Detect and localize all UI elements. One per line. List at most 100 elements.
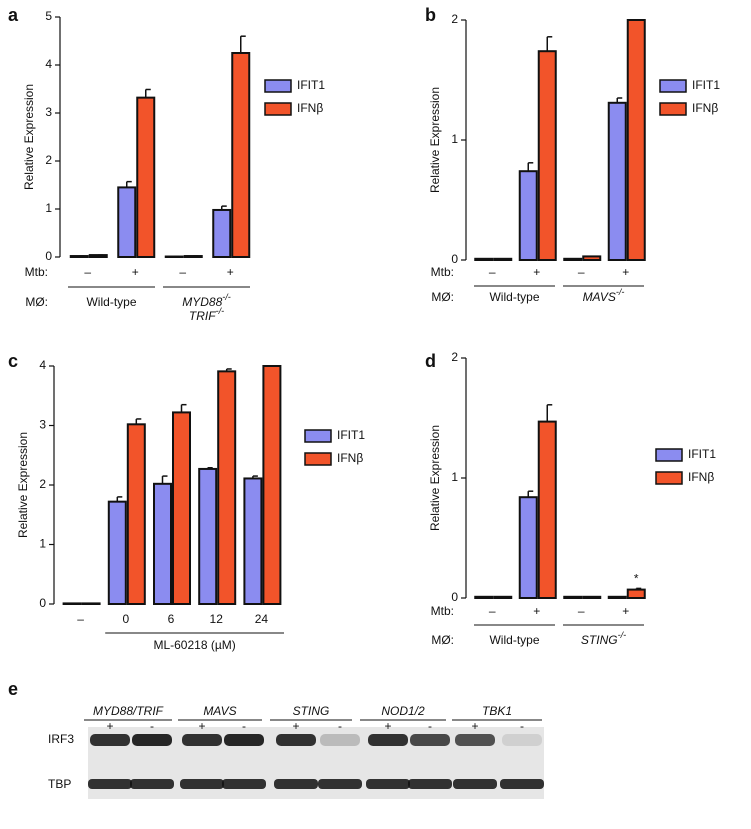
bar	[62, 602, 82, 606]
bar	[212, 208, 232, 259]
irf3-band	[502, 734, 542, 746]
y-tick-label: 0	[45, 249, 52, 263]
bar	[153, 482, 172, 605]
blot-lane-label: +	[471, 719, 478, 733]
bar	[183, 255, 203, 259]
legend-swatch	[304, 429, 332, 443]
irf3-band	[224, 734, 264, 746]
tbp-band	[274, 779, 318, 789]
bar	[607, 101, 627, 261]
y-axis-label: Relative Expression	[428, 87, 442, 193]
tbp-band	[222, 779, 266, 789]
tbp-band	[453, 779, 497, 789]
group-row-label: MØ:	[431, 290, 454, 304]
y-tick-label: 3	[45, 105, 52, 119]
y-tick-label: 2	[451, 12, 458, 26]
legend-swatch	[304, 452, 332, 466]
x-tick-label: –	[578, 604, 585, 618]
blot-lane-label: -	[150, 719, 154, 733]
x-tick-label: 0	[122, 612, 129, 626]
category-row-label: Mtb:	[25, 265, 48, 279]
x-tick-label: +	[622, 604, 629, 618]
tbp-band	[408, 779, 452, 789]
legend-swatch	[264, 79, 292, 93]
irf3-band	[276, 734, 316, 746]
group-row-label: MØ:	[431, 633, 454, 647]
tbp-band	[366, 779, 410, 789]
x-tick-label: +	[622, 265, 629, 279]
irf3-band	[132, 734, 172, 746]
tbp-band	[130, 779, 174, 789]
x-tick-label: –	[77, 612, 84, 626]
bar	[518, 170, 538, 261]
group-row-label: MØ:	[25, 295, 48, 309]
bar	[563, 257, 583, 261]
bar	[198, 467, 218, 605]
x-tick-label: –	[489, 604, 496, 618]
group-label-text: Wild-type	[489, 633, 539, 647]
y-tick-label: 0	[451, 252, 458, 266]
group-label: Wild-type	[86, 295, 136, 309]
bar	[582, 595, 602, 599]
irf3-band	[410, 734, 450, 746]
blot-row-label: TBP	[48, 777, 71, 791]
blot-group-label: TBK1	[482, 704, 512, 718]
x-tick-label: –	[489, 265, 496, 279]
bar	[626, 588, 646, 599]
x-tick-label: +	[533, 604, 540, 618]
x-tick-label: –	[578, 265, 585, 279]
blot-lane-label: -	[242, 719, 246, 733]
y-tick-label: 0	[39, 596, 46, 610]
blot-lane-label: +	[198, 719, 205, 733]
bar	[172, 411, 191, 605]
y-tick-label: 1	[39, 537, 46, 551]
panel-letter: e	[8, 679, 18, 699]
legend-swatch	[659, 79, 687, 93]
x-tick-label: 6	[168, 612, 175, 626]
bar	[69, 255, 89, 259]
bar	[493, 595, 513, 599]
y-tick-label: 5	[45, 9, 52, 23]
legend-label: IFIT1	[297, 78, 325, 92]
y-tick-label: 2	[45, 153, 52, 167]
group-label-sup: -/-	[216, 306, 225, 316]
legend-label: IFIT1	[692, 78, 720, 92]
bar	[126, 423, 146, 605]
x-tick-label: 24	[255, 612, 269, 626]
panel-letter: b	[425, 5, 436, 25]
y-tick-label: 3	[39, 418, 46, 432]
x-tick-label: –	[84, 265, 91, 279]
bar	[537, 50, 557, 262]
blot-group-label: NOD1/2	[381, 704, 425, 718]
tbp-band	[318, 779, 362, 789]
bar	[243, 477, 263, 605]
tbp-band	[500, 779, 544, 789]
irf3-band	[320, 734, 360, 746]
y-tick-label: 1	[45, 201, 52, 215]
y-tick-label: 2	[451, 350, 458, 364]
bar	[107, 500, 127, 605]
group-label: MYD88-/-	[182, 292, 231, 309]
legend-label: IFIT1	[688, 447, 716, 461]
blot-group-label: MYD88/TRIF	[93, 704, 164, 718]
group-label: MAVS-/-	[583, 287, 625, 304]
blot-lane-label: -	[428, 719, 432, 733]
irf3-band	[90, 734, 130, 746]
bar	[626, 19, 646, 261]
x-tick-label: 12	[210, 612, 224, 626]
y-axis-label: Relative Expression	[428, 425, 442, 531]
group-label-text: STING	[581, 633, 618, 647]
x-tick-label: +	[132, 265, 139, 279]
blot-group-label: MAVS	[203, 704, 236, 718]
y-axis-label: Relative Expression	[22, 84, 36, 190]
bar	[81, 602, 101, 606]
irf3-band	[368, 734, 408, 746]
bar	[563, 595, 583, 599]
bar	[231, 52, 251, 258]
panel-letter: d	[425, 351, 436, 371]
bar	[117, 186, 137, 258]
annotation: *	[634, 572, 639, 586]
blot-row-label: IRF3	[48, 732, 74, 746]
bar	[262, 365, 282, 605]
